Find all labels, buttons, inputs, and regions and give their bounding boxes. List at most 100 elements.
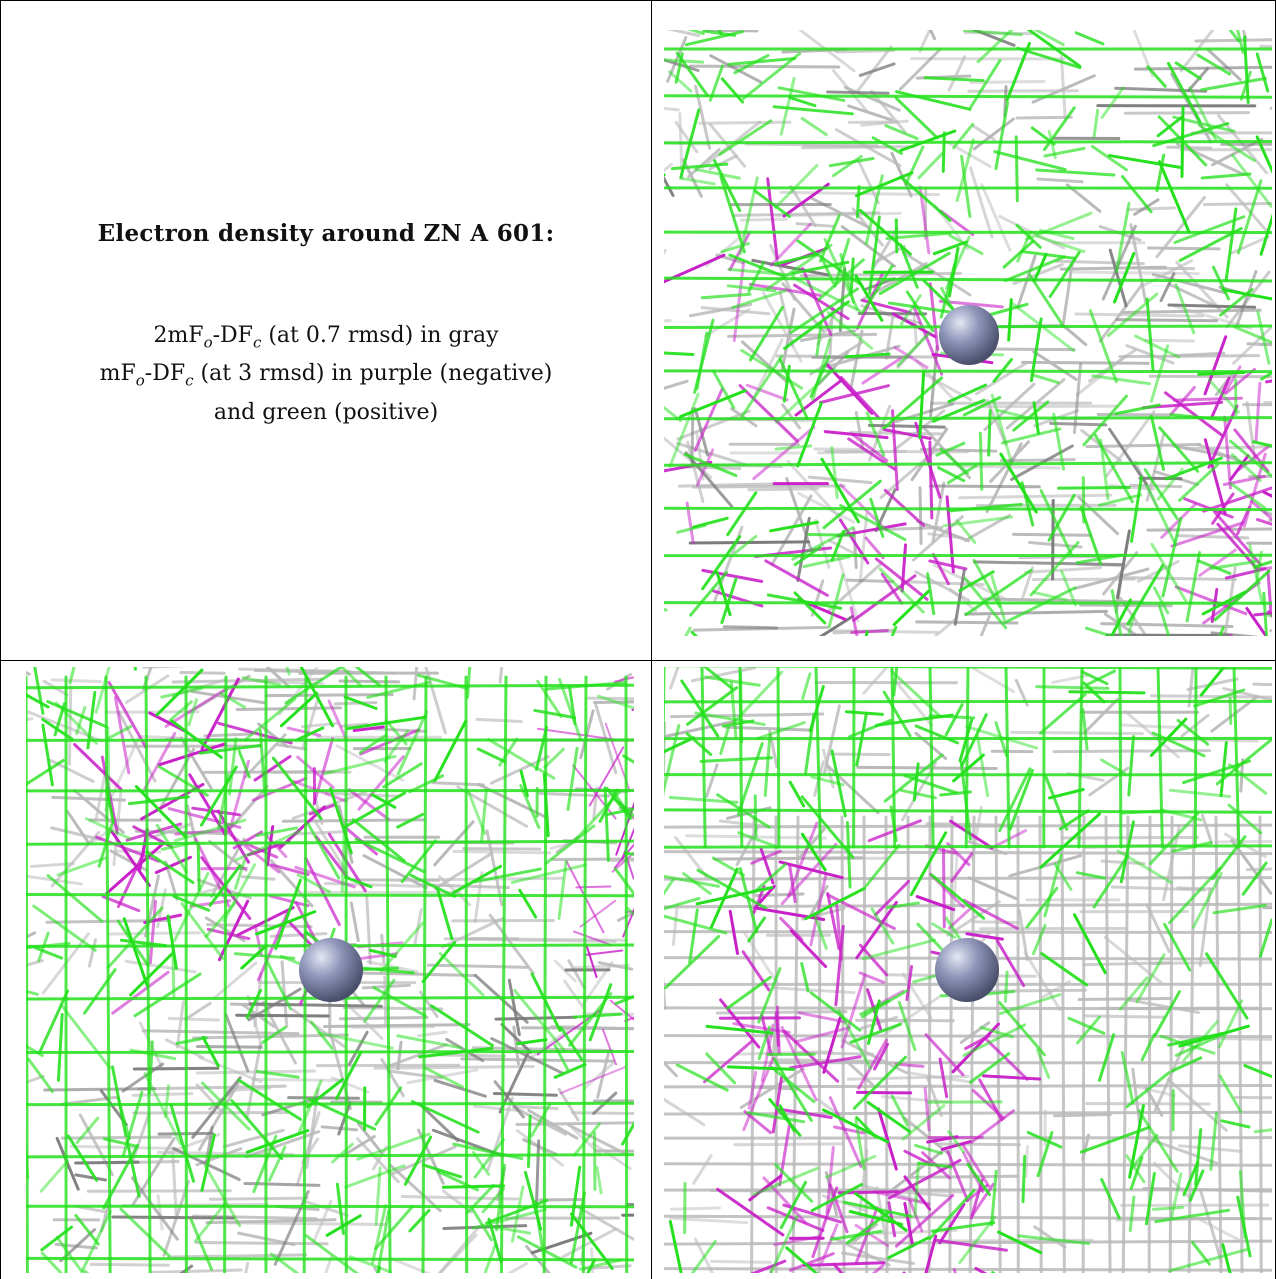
gray-density-mesh-line	[60, 1135, 173, 1140]
legend-gray-line: 2mFo-DFc (at 0.7 rmsd) in gray	[0, 320, 652, 358]
gray-density-mesh-line	[906, 1174, 1019, 1179]
positive-density-mesh-line	[26, 1101, 634, 1107]
positive-density-mesh-line	[1155, 153, 1166, 193]
positive-density-mesh-line	[104, 675, 112, 1273]
gray-density-mesh-line	[693, 1237, 714, 1273]
gray-density-mesh-line	[834, 49, 895, 54]
positive-density-mesh-line	[1207, 378, 1240, 414]
negative-density-mesh-line	[352, 725, 385, 733]
positive-density-mesh-line	[774, 163, 819, 209]
positive-density-mesh-line	[595, 1165, 603, 1195]
gray-density-mesh-line	[846, 1074, 970, 1081]
gray-density-mesh-line	[1036, 177, 1084, 184]
positive-density-mesh-line	[731, 289, 787, 309]
positive-density-mesh-line	[960, 154, 972, 218]
positive-density-mesh-line	[958, 718, 974, 763]
positive-density-mesh-line	[543, 747, 565, 769]
positive-density-mesh-line	[928, 667, 935, 849]
positive-density-mesh-line	[581, 675, 588, 1273]
gray-density-mesh-line	[1147, 246, 1221, 251]
positive-density-mesh-line	[438, 952, 485, 997]
divider-vertical	[651, 0, 652, 1279]
gray-density-mesh-line	[1038, 815, 1043, 1273]
gray-density-mesh-line	[1144, 1086, 1164, 1117]
negative-density-mesh-line	[971, 1089, 1006, 1120]
positive-density-mesh-line	[800, 832, 827, 872]
gray-density-mesh-line	[1098, 282, 1144, 343]
positive-density-mesh-line	[894, 96, 939, 140]
positive-density-mesh-line	[1151, 1205, 1185, 1211]
gray-density-mesh-line	[417, 1030, 448, 1038]
positive-density-mesh-line	[1161, 517, 1183, 598]
positive-density-mesh-line	[1043, 146, 1086, 158]
positive-density-mesh-line	[700, 292, 752, 300]
gray-density-mesh-line	[664, 1097, 706, 1127]
gray-density-mesh-line	[669, 667, 680, 690]
positive-density-mesh-line	[688, 908, 699, 964]
zinc-atom-sphere	[935, 938, 999, 1002]
gray-density-mesh-line	[927, 815, 932, 1273]
gray-density-mesh-line	[1128, 998, 1200, 1015]
gray-density-mesh-line	[1125, 344, 1175, 365]
positive-density-mesh-line	[436, 887, 454, 941]
gray-density-mesh-line	[664, 850, 1272, 856]
positive-density-mesh-line	[119, 1207, 171, 1258]
positive-density-mesh-line	[829, 1229, 883, 1241]
gray-density-mesh-line	[362, 854, 428, 890]
gray-density-mesh-line	[1008, 854, 1082, 878]
positive-density-mesh-line	[553, 1044, 570, 1072]
gray-density-mesh-line	[724, 725, 813, 732]
positive-density-mesh-line	[1134, 334, 1181, 359]
positive-density-mesh-line	[1035, 168, 1116, 177]
negative-density-mesh-line	[852, 574, 917, 622]
gray-density-mesh-line	[191, 1076, 242, 1139]
positive-density-mesh-line	[306, 1078, 344, 1109]
positive-density-mesh-line	[201, 1035, 220, 1068]
negative-density-mesh-line	[924, 1033, 965, 1077]
gray-density-mesh-line	[1179, 30, 1215, 73]
positive-density-mesh-line	[384, 675, 392, 1273]
gray-density-mesh-line	[175, 1000, 185, 1049]
gray-density-mesh-line	[1242, 403, 1272, 407]
positive-density-mesh-line	[931, 1221, 996, 1233]
positive-density-mesh-line	[855, 711, 868, 767]
positive-density-mesh-line	[26, 941, 71, 950]
gray-density-mesh-line	[969, 80, 1046, 85]
positive-density-mesh-line	[26, 675, 29, 1273]
positive-density-mesh-line	[1088, 309, 1118, 384]
negative-density-mesh-line	[928, 440, 934, 520]
gray-density-mesh-line	[130, 1113, 151, 1165]
positive-density-mesh-line	[1012, 400, 1050, 432]
positive-density-mesh-line	[530, 972, 562, 1032]
gray-density-mesh-line	[824, 1171, 838, 1216]
positive-density-mesh-line	[26, 1139, 30, 1180]
gray-density-mesh-line	[927, 532, 965, 540]
negative-density-mesh-line	[158, 742, 226, 767]
negative-density-mesh-line	[536, 727, 618, 741]
gray-density-mesh-line	[1015, 115, 1073, 120]
positive-density-mesh-line	[1031, 923, 1047, 956]
gray-density-mesh-line	[424, 667, 447, 735]
positive-density-mesh-line	[1262, 591, 1269, 636]
negative-density-mesh-line	[850, 432, 889, 463]
gray-density-mesh-line	[433, 1078, 487, 1098]
positive-density-mesh-line	[1152, 122, 1230, 148]
positive-density-mesh-line	[913, 1161, 920, 1218]
gray-density-mesh-line	[515, 1121, 634, 1126]
negative-density-mesh-line	[286, 726, 322, 737]
positive-density-mesh-line	[664, 140, 1272, 145]
positive-density-mesh-line	[999, 452, 1038, 514]
positive-density-mesh-line	[148, 1040, 154, 1095]
gray-density-mesh-line	[980, 182, 1012, 252]
gray-density-mesh-line	[963, 609, 1109, 616]
positive-density-mesh-line	[480, 788, 488, 842]
gray-density-mesh-line	[1133, 65, 1272, 71]
gray-density-mesh-line	[171, 1152, 178, 1220]
positive-density-mesh-line	[855, 185, 861, 219]
positive-density-mesh-line	[678, 176, 716, 186]
positive-density-mesh-line	[567, 685, 577, 726]
positive-density-mesh-line	[245, 1129, 310, 1154]
positive-density-mesh-line	[1205, 952, 1249, 1020]
negative-density-mesh-line	[613, 843, 634, 869]
negative-density-mesh-line	[752, 425, 816, 481]
